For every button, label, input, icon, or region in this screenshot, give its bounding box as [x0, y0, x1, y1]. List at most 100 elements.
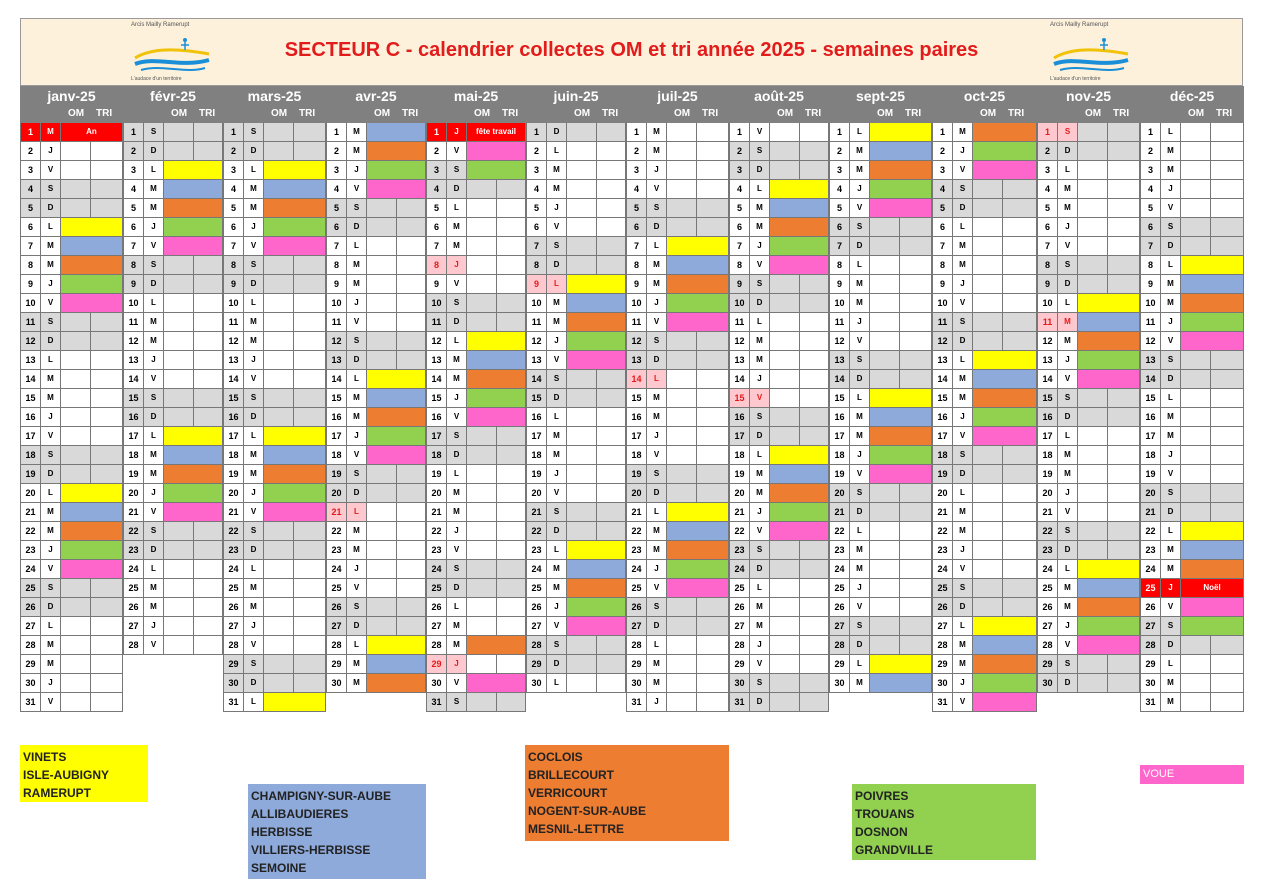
day-row: 22 M	[326, 522, 426, 541]
om-cell	[264, 636, 294, 654]
day-row: 23 M	[1140, 541, 1244, 560]
day-number: 30	[830, 674, 850, 692]
tri-cell	[800, 123, 828, 141]
weekday-letter: V	[750, 256, 770, 274]
om-cell	[567, 256, 597, 274]
day-number: 14	[830, 370, 850, 388]
om-label: OM	[877, 108, 894, 119]
day-number: 4	[21, 180, 41, 198]
legend-item: CHAMPIGNY-SUR-AUBE	[251, 789, 392, 803]
day-number: 8	[830, 256, 850, 274]
weekday-letter: M	[447, 484, 467, 502]
month-header: mai-25 OM TRI	[426, 86, 526, 123]
day-number: 24	[327, 560, 347, 578]
weekday-letter: M	[750, 465, 770, 483]
day-row: 25 M	[526, 579, 626, 598]
weekday-letter: D	[750, 693, 770, 711]
day-number: 8	[527, 256, 547, 274]
tri-cell	[597, 218, 625, 236]
tri-cell	[697, 636, 728, 654]
weekday-letter: L	[750, 446, 770, 464]
om-cell	[164, 522, 194, 540]
day-row: 15 M	[20, 389, 123, 408]
day-number: 8	[427, 256, 447, 274]
day-number: 31	[933, 693, 953, 711]
day-number: 14	[627, 370, 647, 388]
weekday-letter: L	[953, 484, 973, 502]
day-row: 20 D	[626, 484, 729, 503]
weekday-letter: V	[850, 332, 870, 350]
tri-cell	[1211, 180, 1243, 198]
day-number: 25	[1038, 579, 1058, 597]
om-cell	[467, 655, 497, 673]
day-number: 31	[21, 693, 41, 711]
weekday-letter: L	[1161, 389, 1181, 407]
collection-cell	[264, 427, 325, 445]
weekday-letter: D	[41, 332, 61, 350]
om-cell	[870, 256, 900, 274]
weekday-letter: D	[547, 655, 567, 673]
day-number: 27	[427, 617, 447, 635]
tri-label: TRI	[199, 108, 216, 119]
om-cell	[567, 465, 597, 483]
weekday-letter: L	[547, 408, 567, 426]
day-row: 27 L	[932, 617, 1037, 636]
logo-bottom-text: L'audace d'un territoire	[1050, 76, 1101, 82]
weekday-letter: V	[547, 351, 567, 369]
collection-cell	[164, 237, 222, 255]
day-number: 23	[124, 541, 144, 559]
tri-cell	[597, 484, 625, 502]
tri-cell	[397, 598, 425, 616]
day-number: 21	[730, 503, 750, 521]
collection-cell	[61, 275, 122, 293]
day-number: 12	[933, 332, 953, 350]
day-row: 28 V	[123, 636, 223, 655]
day-number: 15	[1141, 389, 1161, 407]
weekday-letter: D	[41, 199, 61, 217]
om-cell	[61, 389, 91, 407]
weekday-letter: D	[647, 617, 667, 635]
day-row: 28 V	[1037, 636, 1140, 655]
day-row: 23 M	[829, 541, 932, 560]
tri-cell	[397, 256, 425, 274]
om-cell	[973, 332, 1003, 350]
month-header: févr-25 OM TRI	[123, 86, 223, 123]
weekday-letter: V	[647, 579, 667, 597]
om-cell	[567, 446, 597, 464]
month-header: janv-25 OM TRI	[20, 86, 123, 123]
collection-cell	[164, 180, 222, 198]
om-cell	[467, 313, 497, 331]
day-number: 16	[21, 408, 41, 426]
day-rows: 1 S 2 D 3 L 4 M 5 M 6 J 7 V 8 S 9 D 10 L 11 M 12 M 13 J 14 V 15 S 16 D 1…	[1037, 123, 1140, 693]
om-cell	[61, 598, 91, 616]
day-row: 11 J	[1140, 313, 1244, 332]
day-row: 15 M	[326, 389, 426, 408]
om-cell	[973, 446, 1003, 464]
logo-wave-icon	[134, 38, 210, 71]
weekday-letter: M	[953, 655, 973, 673]
tri-cell	[497, 275, 525, 293]
om-cell	[61, 465, 91, 483]
tri-cell	[194, 275, 222, 293]
day-row: 23 M	[326, 541, 426, 560]
collection-cell	[1078, 617, 1139, 635]
tri-cell	[1003, 256, 1036, 274]
tri-cell	[91, 579, 122, 597]
om-cell	[667, 408, 697, 426]
om-cell	[973, 579, 1003, 597]
tri-cell	[91, 693, 122, 711]
om-cell	[667, 123, 697, 141]
logo-top-text: Arcis Mailly Ramerupt	[1050, 22, 1109, 28]
weekday-letter: L	[144, 294, 164, 312]
weekday-letter: D	[1058, 674, 1078, 692]
day-number: 28	[627, 636, 647, 654]
day-number: 23	[627, 541, 647, 559]
weekday-letter: M	[144, 180, 164, 198]
weekday-letter: M	[850, 294, 870, 312]
day-row: 30 J	[932, 674, 1037, 693]
om-cell	[1181, 389, 1211, 407]
weekday-letter: V	[447, 275, 467, 293]
